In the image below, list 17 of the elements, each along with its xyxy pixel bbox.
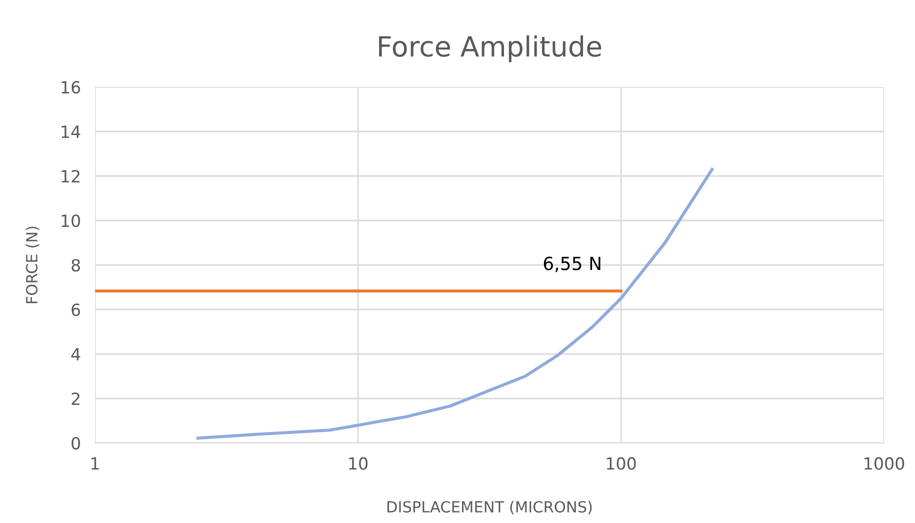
y-tick-label: 2 [72, 392, 80, 405]
y-tick-label: 12 [62, 170, 80, 182]
x-tick-label: 1 [92, 457, 99, 470]
chart-title: Force Amplitude [379, 35, 602, 62]
x-tick-label: 10 [349, 457, 368, 470]
y-axis-title: FORCE (N) [26, 226, 40, 304]
x-axis-title: DISPLACEMENT (MICRONS) [387, 500, 592, 514]
y-tick-label: 10 [62, 214, 80, 228]
y-tick-label: 8 [72, 258, 80, 272]
x-tick-label: 100 [606, 457, 636, 470]
y-tick-label: 6 [72, 303, 80, 316]
x-tick-label: 1000 [864, 457, 904, 470]
annotation: 6,55 N [544, 256, 600, 272]
y-tick-label: 4 [71, 348, 80, 360]
y-tick-label: 16 [62, 80, 80, 94]
y-tick-label: 0 [72, 436, 80, 450]
y-tick-label: 14 [62, 126, 80, 138]
